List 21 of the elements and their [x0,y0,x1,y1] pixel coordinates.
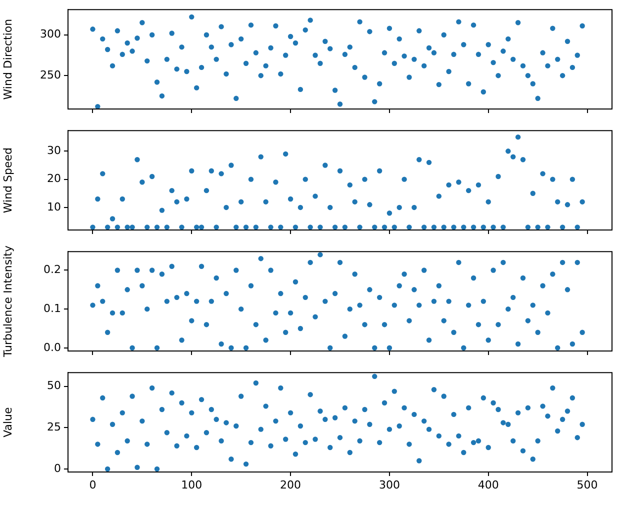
x-tick-label: 500 [576,478,598,492]
y-tick-label: 0.0 [44,340,61,354]
y-axis-title: Wind Direction [1,18,14,100]
y-tick-label: 30 [47,144,61,158]
y-tick-label: 0.1 [44,302,61,315]
y-axis-title: Turbulence Intensity [1,245,14,358]
y-axis-title: Wind Speed [1,147,14,214]
y-tick-label: 25 [47,420,61,434]
y-tick-label: 20 [47,172,61,186]
x-tick-label: 0 [89,478,96,492]
x-tick-label: 300 [378,478,400,492]
x-tick-label: 400 [478,478,499,492]
y-tick-label: 0.2 [44,263,61,276]
y-tick-label: 0 [54,462,61,475]
y-tick-label: 300 [40,28,61,41]
x-tick-label: 100 [181,478,202,492]
y-tick-label: 10 [47,200,61,214]
y-tick-label: 250 [40,68,61,82]
y-axis-title: Value [1,406,14,438]
y-tick-label: 50 [47,379,61,392]
x-tick-label: 200 [280,478,302,492]
